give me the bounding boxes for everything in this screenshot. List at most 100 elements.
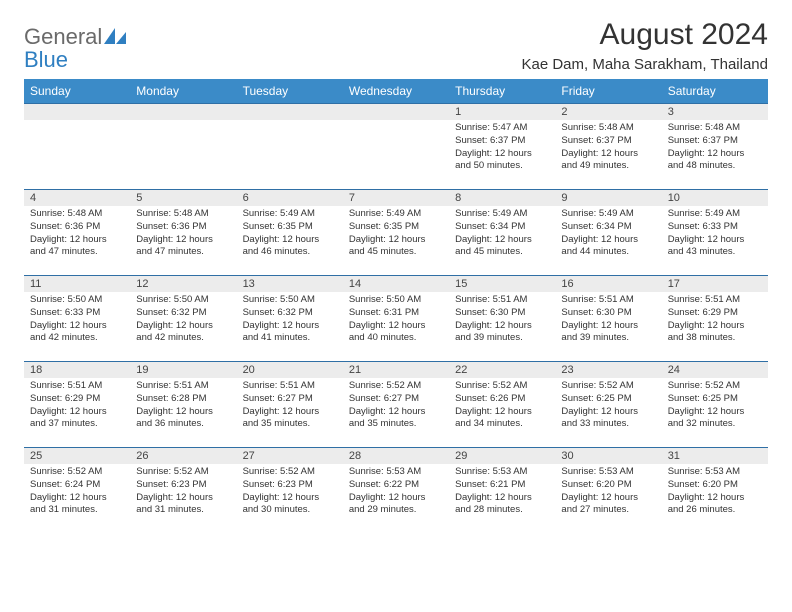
sunrise-text: Sunrise: 5:50 AM <box>243 294 337 307</box>
calendar-day-cell: 20Sunrise: 5:51 AMSunset: 6:27 PMDayligh… <box>237 362 343 448</box>
sunrise-text: Sunrise: 5:53 AM <box>561 466 655 479</box>
sunset-text: Sunset: 6:21 PM <box>455 479 549 492</box>
weekday-header: Friday <box>555 79 661 104</box>
sunset-text: Sunset: 6:31 PM <box>349 307 443 320</box>
sunset-text: Sunset: 6:25 PM <box>561 393 655 406</box>
calendar-day-cell <box>130 104 236 190</box>
day-details: Sunrise: 5:49 AMSunset: 6:34 PMDaylight:… <box>449 206 555 263</box>
daylight-text: Daylight: 12 hours and 40 minutes. <box>349 320 443 346</box>
calendar-day-cell: 25Sunrise: 5:52 AMSunset: 6:24 PMDayligh… <box>24 448 130 534</box>
day-details: Sunrise: 5:51 AMSunset: 6:27 PMDaylight:… <box>237 378 343 435</box>
month-title: August 2024 <box>521 18 768 52</box>
day-details: Sunrise: 5:51 AMSunset: 6:29 PMDaylight:… <box>662 292 768 349</box>
sunset-text: Sunset: 6:32 PM <box>136 307 230 320</box>
daylight-text: Daylight: 12 hours and 46 minutes. <box>243 234 337 260</box>
day-details: Sunrise: 5:53 AMSunset: 6:20 PMDaylight:… <box>555 464 661 521</box>
sunrise-text: Sunrise: 5:52 AM <box>243 466 337 479</box>
day-details: Sunrise: 5:52 AMSunset: 6:26 PMDaylight:… <box>449 378 555 435</box>
day-details: Sunrise: 5:48 AMSunset: 6:36 PMDaylight:… <box>130 206 236 263</box>
weekday-header: Thursday <box>449 79 555 104</box>
day-details: Sunrise: 5:51 AMSunset: 6:29 PMDaylight:… <box>24 378 130 435</box>
day-number: 29 <box>449 448 555 464</box>
daylight-text: Daylight: 12 hours and 36 minutes. <box>136 406 230 432</box>
day-number: 3 <box>662 104 768 120</box>
calendar-day-cell: 13Sunrise: 5:50 AMSunset: 6:32 PMDayligh… <box>237 276 343 362</box>
day-number: 17 <box>662 276 768 292</box>
day-number <box>130 104 236 120</box>
calendar-day-cell: 9Sunrise: 5:49 AMSunset: 6:34 PMDaylight… <box>555 190 661 276</box>
sunset-text: Sunset: 6:34 PM <box>561 221 655 234</box>
sunrise-text: Sunrise: 5:48 AM <box>561 122 655 135</box>
day-number: 9 <box>555 190 661 206</box>
day-number: 12 <box>130 276 236 292</box>
logo: General Blue <box>24 26 126 72</box>
day-number: 23 <box>555 362 661 378</box>
day-details: Sunrise: 5:48 AMSunset: 6:37 PMDaylight:… <box>662 120 768 177</box>
day-details: Sunrise: 5:49 AMSunset: 6:34 PMDaylight:… <box>555 206 661 263</box>
daylight-text: Daylight: 12 hours and 31 minutes. <box>30 492 124 518</box>
logo-text-gray: General <box>24 24 102 49</box>
weekday-header: Tuesday <box>237 79 343 104</box>
sunset-text: Sunset: 6:20 PM <box>561 479 655 492</box>
sunrise-text: Sunrise: 5:52 AM <box>561 380 655 393</box>
calendar-day-cell: 24Sunrise: 5:52 AMSunset: 6:25 PMDayligh… <box>662 362 768 448</box>
sunrise-text: Sunrise: 5:49 AM <box>668 208 762 221</box>
day-details: Sunrise: 5:52 AMSunset: 6:25 PMDaylight:… <box>555 378 661 435</box>
sunrise-text: Sunrise: 5:51 AM <box>455 294 549 307</box>
title-block: August 2024 Kae Dam, Maha Sarakham, Thai… <box>521 18 768 73</box>
sunset-text: Sunset: 6:30 PM <box>455 307 549 320</box>
day-number: 7 <box>343 190 449 206</box>
daylight-text: Daylight: 12 hours and 45 minutes. <box>349 234 443 260</box>
calendar-body: 1Sunrise: 5:47 AMSunset: 6:37 PMDaylight… <box>24 104 768 534</box>
sunset-text: Sunset: 6:35 PM <box>349 221 443 234</box>
day-details: Sunrise: 5:52 AMSunset: 6:27 PMDaylight:… <box>343 378 449 435</box>
sunset-text: Sunset: 6:23 PM <box>243 479 337 492</box>
day-number <box>237 104 343 120</box>
day-details: Sunrise: 5:48 AMSunset: 6:37 PMDaylight:… <box>555 120 661 177</box>
location-text: Kae Dam, Maha Sarakham, Thailand <box>521 56 768 73</box>
sunset-text: Sunset: 6:34 PM <box>455 221 549 234</box>
day-number: 14 <box>343 276 449 292</box>
sunrise-text: Sunrise: 5:51 AM <box>243 380 337 393</box>
sunrise-text: Sunrise: 5:52 AM <box>30 466 124 479</box>
calendar-day-cell: 8Sunrise: 5:49 AMSunset: 6:34 PMDaylight… <box>449 190 555 276</box>
calendar-page: General Blue August 2024 Kae Dam, Maha S… <box>0 0 792 552</box>
day-details: Sunrise: 5:51 AMSunset: 6:28 PMDaylight:… <box>130 378 236 435</box>
sunset-text: Sunset: 6:32 PM <box>243 307 337 320</box>
sunrise-text: Sunrise: 5:49 AM <box>243 208 337 221</box>
sunrise-text: Sunrise: 5:52 AM <box>136 466 230 479</box>
day-details: Sunrise: 5:52 AMSunset: 6:24 PMDaylight:… <box>24 464 130 521</box>
day-details: Sunrise: 5:52 AMSunset: 6:23 PMDaylight:… <box>130 464 236 521</box>
daylight-text: Daylight: 12 hours and 35 minutes. <box>243 406 337 432</box>
daylight-text: Daylight: 12 hours and 34 minutes. <box>455 406 549 432</box>
daylight-text: Daylight: 12 hours and 41 minutes. <box>243 320 337 346</box>
daylight-text: Daylight: 12 hours and 28 minutes. <box>455 492 549 518</box>
day-number: 20 <box>237 362 343 378</box>
day-details: Sunrise: 5:53 AMSunset: 6:22 PMDaylight:… <box>343 464 449 521</box>
sunset-text: Sunset: 6:37 PM <box>668 135 762 148</box>
daylight-text: Daylight: 12 hours and 42 minutes. <box>136 320 230 346</box>
calendar-table: SundayMondayTuesdayWednesdayThursdayFrid… <box>24 79 768 534</box>
weekday-header: Monday <box>130 79 236 104</box>
daylight-text: Daylight: 12 hours and 35 minutes. <box>349 406 443 432</box>
day-number <box>343 104 449 120</box>
day-details: Sunrise: 5:50 AMSunset: 6:31 PMDaylight:… <box>343 292 449 349</box>
sunset-text: Sunset: 6:28 PM <box>136 393 230 406</box>
calendar-day-cell: 17Sunrise: 5:51 AMSunset: 6:29 PMDayligh… <box>662 276 768 362</box>
daylight-text: Daylight: 12 hours and 47 minutes. <box>136 234 230 260</box>
day-details: Sunrise: 5:51 AMSunset: 6:30 PMDaylight:… <box>449 292 555 349</box>
day-number: 28 <box>343 448 449 464</box>
logo-text-block: General Blue <box>24 26 126 72</box>
calendar-day-cell: 27Sunrise: 5:52 AMSunset: 6:23 PMDayligh… <box>237 448 343 534</box>
day-number: 10 <box>662 190 768 206</box>
calendar-day-cell: 22Sunrise: 5:52 AMSunset: 6:26 PMDayligh… <box>449 362 555 448</box>
sunset-text: Sunset: 6:20 PM <box>668 479 762 492</box>
calendar-day-cell: 31Sunrise: 5:53 AMSunset: 6:20 PMDayligh… <box>662 448 768 534</box>
day-details: Sunrise: 5:53 AMSunset: 6:20 PMDaylight:… <box>662 464 768 521</box>
daylight-text: Daylight: 12 hours and 45 minutes. <box>455 234 549 260</box>
daylight-text: Daylight: 12 hours and 39 minutes. <box>455 320 549 346</box>
calendar-day-cell: 5Sunrise: 5:48 AMSunset: 6:36 PMDaylight… <box>130 190 236 276</box>
day-number: 6 <box>237 190 343 206</box>
sunrise-text: Sunrise: 5:49 AM <box>561 208 655 221</box>
day-number: 4 <box>24 190 130 206</box>
